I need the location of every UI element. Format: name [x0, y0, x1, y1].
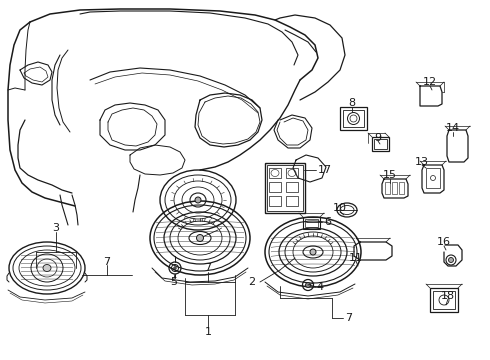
Text: 14: 14 — [446, 123, 460, 133]
Bar — [340, 107, 367, 130]
Text: 18: 18 — [441, 291, 455, 301]
Bar — [269, 168, 281, 178]
Bar — [430, 288, 458, 312]
Bar — [392, 182, 397, 194]
Text: 1: 1 — [204, 327, 212, 337]
Text: 15: 15 — [383, 170, 397, 180]
Text: 3: 3 — [52, 223, 59, 233]
Bar — [265, 163, 305, 213]
Text: 6: 6 — [324, 217, 331, 227]
Bar — [399, 182, 404, 194]
Circle shape — [448, 257, 454, 262]
Text: 8: 8 — [348, 98, 356, 108]
Circle shape — [174, 267, 176, 269]
Ellipse shape — [43, 265, 51, 271]
Bar — [385, 182, 390, 194]
Text: 17: 17 — [318, 165, 332, 175]
Bar — [269, 182, 281, 192]
Bar — [374, 139, 387, 149]
Bar — [372, 137, 389, 151]
Text: 4: 4 — [317, 282, 323, 292]
Circle shape — [305, 283, 311, 288]
Bar — [286, 182, 298, 192]
Bar — [303, 217, 320, 229]
Bar — [267, 165, 303, 211]
Text: 2: 2 — [248, 277, 256, 287]
Text: 5: 5 — [171, 277, 177, 287]
Text: 13: 13 — [415, 157, 429, 167]
Bar — [426, 168, 440, 188]
Bar — [305, 219, 318, 227]
Circle shape — [196, 234, 203, 242]
Bar — [269, 196, 281, 206]
Bar — [433, 291, 455, 309]
Bar — [286, 168, 298, 178]
Text: 9: 9 — [374, 133, 382, 143]
Text: 7: 7 — [103, 257, 111, 267]
Circle shape — [195, 197, 201, 203]
Bar — [343, 110, 364, 127]
Text: 7: 7 — [204, 263, 212, 273]
Bar — [286, 196, 298, 206]
Text: 11: 11 — [349, 253, 363, 263]
Text: 10: 10 — [333, 203, 347, 213]
Text: 7: 7 — [345, 313, 352, 323]
Text: 12: 12 — [423, 77, 437, 87]
Circle shape — [310, 249, 316, 255]
Text: 16: 16 — [437, 237, 451, 247]
